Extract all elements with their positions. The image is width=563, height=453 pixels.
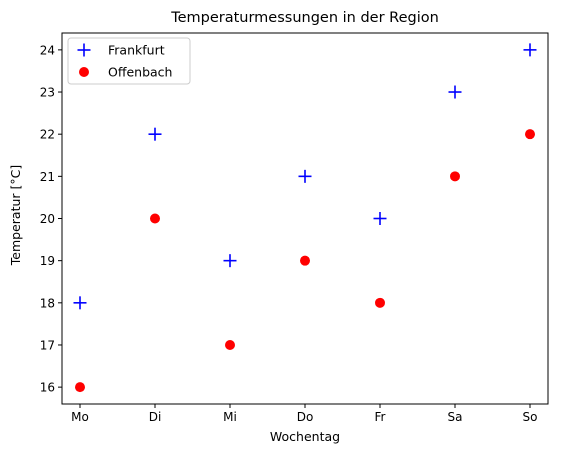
point-offenbach xyxy=(450,171,460,182)
x-tick-label: Do xyxy=(297,410,314,424)
point-frankfurt xyxy=(148,127,162,141)
point-frankfurt xyxy=(223,254,237,268)
point-offenbach xyxy=(150,213,160,224)
x-tick-label: Fr xyxy=(375,410,386,424)
x-tick-label: Sa xyxy=(448,410,463,424)
point-frankfurt xyxy=(373,212,387,225)
point-offenbach xyxy=(375,297,385,308)
point-offenbach xyxy=(225,339,235,350)
x-tick-label: Mo xyxy=(71,410,89,424)
y-axis-label: Temperatur [°C] xyxy=(8,165,23,266)
y-tick-label: 16 xyxy=(40,381,55,395)
x-axis-label: Wochentag xyxy=(270,429,340,444)
y-tick-label: 19 xyxy=(40,254,55,268)
y-tick-label: 21 xyxy=(40,170,55,184)
x-tick-label: So xyxy=(523,410,538,424)
chart-title: Temperaturmessungen in der Region xyxy=(170,10,439,26)
legend-box xyxy=(67,37,191,85)
legend-label-offenbach: Offenbach xyxy=(108,65,172,80)
point-frankfurt xyxy=(73,296,87,310)
y-tick-label: 18 xyxy=(40,296,55,310)
y-tick-label: 17 xyxy=(40,338,55,352)
point-frankfurt xyxy=(523,43,537,57)
y-tick-label: 24 xyxy=(40,43,55,57)
legend-marker-offenbach xyxy=(79,67,89,77)
legend-label-frankfurt: Frankfurt xyxy=(108,43,165,58)
y-tick-label: 20 xyxy=(40,212,55,226)
point-frankfurt xyxy=(298,169,312,183)
point-offenbach xyxy=(75,382,85,393)
x-tick-label: Di xyxy=(149,410,162,424)
legend-marker-frankfurt xyxy=(77,43,91,57)
y-tick-label: 22 xyxy=(40,128,55,142)
plot-frame xyxy=(61,32,549,405)
point-frankfurt xyxy=(448,85,462,99)
y-tick-label: 23 xyxy=(40,86,55,100)
point-offenbach xyxy=(525,129,535,140)
x-tick-label: Mi xyxy=(223,410,237,424)
point-offenbach xyxy=(300,255,310,266)
